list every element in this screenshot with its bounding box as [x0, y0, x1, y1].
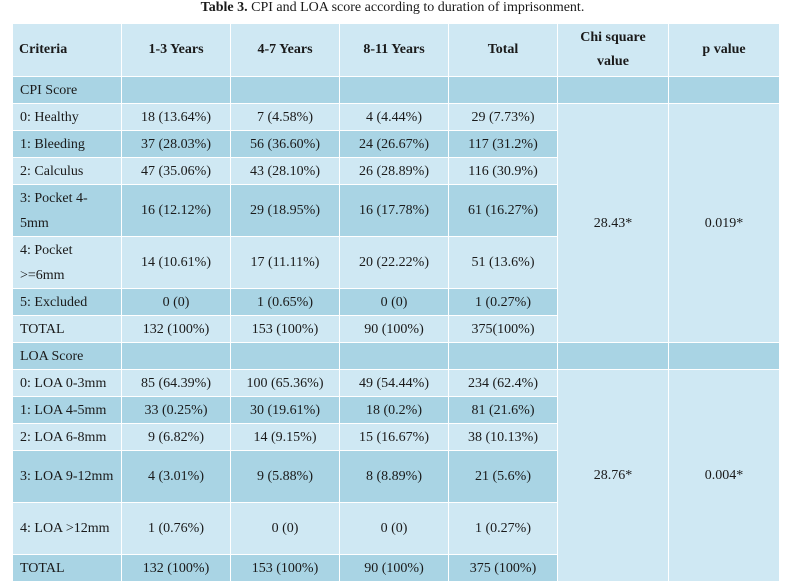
cell: 18 (13.64%): [121, 103, 231, 131]
cell: 90 (100%): [339, 554, 449, 582]
table-row: 1: LOA 4-5mm 33 (0.25%) 30 (19.61%) 18 (…: [12, 396, 780, 424]
header-row: Criteria 1-3 Years 4-7 Years 8-11 Years …: [12, 23, 780, 77]
p-value-loa: 0.004*: [668, 369, 780, 582]
table-row-total: TOTAL 132 (100%) 153 (100%) 90 (100%) 37…: [12, 315, 780, 343]
section-label-loa: LOA Score: [12, 342, 122, 370]
table-row: 0: Healthy 18 (13.64%) 7 (4.58%) 4 (4.44…: [12, 103, 780, 343]
table-row: 0: LOA 0-3mm 85 (64.39%) 100 (65.36%) 49…: [12, 369, 780, 582]
table-row: 3: Pocket 4-5mm 16 (12.12%) 29 (18.95%) …: [12, 184, 780, 237]
cell: 1 (0.27%): [448, 502, 558, 555]
p-value-cpi: 0.019*: [668, 103, 780, 343]
cell: 234 (62.4%): [448, 369, 558, 397]
cell: 49 (54.44%): [339, 369, 449, 397]
table-row: 4: Pocket >=6mm 14 (10.61%) 17 (11.11%) …: [12, 236, 780, 289]
cell: 4 (4.44%): [339, 103, 449, 131]
header-8-11-years: 8-11 Years: [339, 23, 449, 77]
cell: 85 (64.39%): [121, 369, 231, 397]
cell: 47 (35.06%): [121, 157, 231, 185]
cell: 15 (16.67%): [339, 423, 449, 451]
table-row: 3: LOA 9-12mm 4 (3.01%) 9 (5.88%) 8 (8.8…: [12, 450, 780, 503]
header-1-3-years: 1-3 Years: [121, 23, 231, 77]
cell: 29 (7.73%): [448, 103, 558, 131]
cell: 9 (5.88%): [230, 450, 340, 503]
row-criteria: 2: LOA 6-8mm: [12, 423, 122, 451]
row-criteria: 1: LOA 4-5mm: [12, 396, 122, 424]
cell: 153 (100%): [230, 554, 340, 582]
row-criteria: TOTAL: [12, 315, 122, 343]
cell: 0 (0): [230, 502, 340, 555]
cell: 43 (28.10%): [230, 157, 340, 185]
cell: 1 (0.76%): [121, 502, 231, 555]
row-criteria: TOTAL: [12, 554, 122, 582]
table-row: 2: Calculus 47 (35.06%) 43 (28.10%) 26 (…: [12, 157, 780, 185]
table-caption-label: Table 3.: [200, 0, 248, 15]
cell: 24 (26.67%): [339, 130, 449, 158]
cell: 100 (65.36%): [230, 369, 340, 397]
row-criteria: 5: Excluded: [12, 288, 122, 316]
cell: 16 (17.78%): [339, 184, 449, 237]
row-criteria: 1: Bleeding: [12, 130, 122, 158]
cell: 117 (31.2%): [448, 130, 558, 158]
section-row-cpi: CPI Score: [12, 76, 780, 104]
cell: 0 (0): [121, 288, 231, 316]
cell: 9 (6.82%): [121, 423, 231, 451]
cell: 1 (0.65%): [230, 288, 340, 316]
header-total: Total: [448, 23, 558, 77]
chi-square-loa: 28.76*: [557, 369, 669, 582]
cell: 51 (13.6%): [448, 236, 558, 289]
cell: 8 (8.89%): [339, 450, 449, 503]
cell: 21 (5.6%): [448, 450, 558, 503]
cell: 16 (12.12%): [121, 184, 231, 237]
row-criteria: 3: LOA 9-12mm: [12, 450, 122, 503]
cell: 38 (10.13%): [448, 423, 558, 451]
cell: 17 (11.11%): [230, 236, 340, 289]
cell: 0 (0): [339, 502, 449, 555]
row-criteria: 3: Pocket 4-5mm: [12, 184, 122, 237]
cell: 90 (100%): [339, 315, 449, 343]
cell: 375 (100%): [448, 554, 558, 582]
cell: 116 (30.9%): [448, 157, 558, 185]
cell: 20 (22.22%): [339, 236, 449, 289]
cell: 1 (0.27%): [448, 288, 558, 316]
cell: 56 (36.60%): [230, 130, 340, 158]
cell: 26 (28.89%): [339, 157, 449, 185]
row-criteria: 0: Healthy: [12, 103, 122, 131]
table-row: 1: Bleeding 37 (28.03%) 56 (36.60%) 24 (…: [12, 130, 780, 158]
chi-square-cpi: 28.43*: [557, 103, 669, 343]
header-4-7-years: 4-7 Years: [230, 23, 340, 77]
section-label-cpi: CPI Score: [12, 76, 122, 104]
cell: 29 (18.95%): [230, 184, 340, 237]
row-criteria: 2: Calculus: [12, 157, 122, 185]
cell: 132 (100%): [121, 554, 231, 582]
cell: 81 (21.6%): [448, 396, 558, 424]
section-row-loa: LOA Score: [12, 342, 780, 370]
header-criteria: Criteria: [12, 23, 122, 77]
cell: 18 (0.2%): [339, 396, 449, 424]
header-chi-square: Chi square value: [557, 23, 669, 77]
cell: 132 (100%): [121, 315, 231, 343]
cell: 4 (3.01%): [121, 450, 231, 503]
table-caption: Table 3. CPI and LOA score according to …: [0, 0, 785, 16]
cell: 153 (100%): [230, 315, 340, 343]
cell: 37 (28.03%): [121, 130, 231, 158]
cell: 375(100%): [448, 315, 558, 343]
table-caption-text: CPI and LOA score according to duration …: [247, 0, 585, 15]
table-row: 5: Excluded 0 (0) 1 (0.65%) 0 (0) 1 (0.2…: [12, 288, 780, 316]
row-criteria: 0: LOA 0-3mm: [12, 369, 122, 397]
cell: 7 (4.58%): [230, 103, 340, 131]
cell: 14 (9.15%): [230, 423, 340, 451]
cell: 30 (19.61%): [230, 396, 340, 424]
row-criteria: 4: LOA >12mm: [12, 502, 122, 555]
cell: 61 (16.27%): [448, 184, 558, 237]
header-p-value: p value: [668, 23, 780, 77]
cell: 0 (0): [339, 288, 449, 316]
row-criteria: 4: Pocket >=6mm: [12, 236, 122, 289]
cell: 33 (0.25%): [121, 396, 231, 424]
cell: 14 (10.61%): [121, 236, 231, 289]
results-table: Criteria 1-3 Years 4-7 Years 8-11 Years …: [12, 23, 780, 582]
